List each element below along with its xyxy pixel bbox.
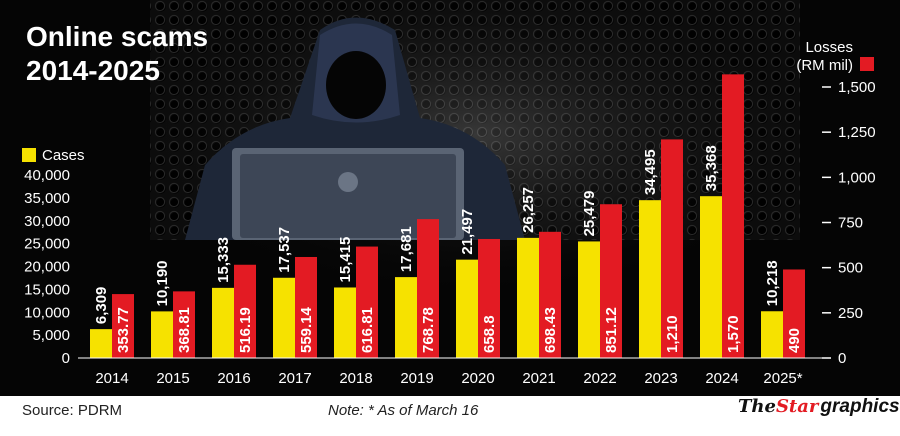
cases-bar: [761, 311, 783, 358]
x-axis-tick-label: 2014: [95, 370, 128, 387]
x-axis-tick-label: 2017: [278, 370, 311, 387]
losses-bar: [295, 256, 317, 358]
cases-value-label: 6,309: [93, 287, 110, 325]
brand-logo: The Star graphics: [738, 396, 900, 426]
left-axis-tick-label: 0: [62, 350, 70, 367]
brand-graphics: graphics: [820, 396, 900, 417]
cases-value-label: 26,257: [520, 187, 537, 233]
bars: 6,309 353.77 10,190 368.81 15,333 516.19 17,53…: [78, 74, 822, 359]
cases-legend-swatch: [22, 148, 36, 162]
losses-value-label: 516.19: [237, 307, 254, 353]
x-axis-tick-label: 2020: [461, 370, 494, 387]
cases-bar: [395, 277, 417, 358]
losses-bar: [112, 294, 134, 358]
losses-bar: [722, 74, 744, 358]
cases-bar: [151, 311, 173, 358]
cases-value-label: 17,681: [398, 226, 415, 272]
losses-value-label: 490: [786, 328, 803, 353]
right-axis-tick-label: 500: [838, 260, 863, 277]
right-axis-tick-label: 750: [838, 215, 863, 232]
left-axis-tick-label: 10,000: [24, 304, 70, 321]
losses-value-label: 616.81: [359, 307, 376, 353]
cases-bar: [334, 287, 356, 358]
cases-value-label: 25,479: [581, 191, 598, 237]
left-axis-tick-label: 15,000: [24, 281, 70, 298]
right-axis-tick-label: 1,000: [838, 169, 876, 186]
losses-value-label: 1,210: [664, 315, 681, 353]
cases-bar: [517, 237, 539, 358]
x-axis-labels: 2014 2015 2016 2017 2018 2019 2020 2021 2022 2023…: [95, 370, 802, 387]
cases-value-label: 10,190: [154, 260, 171, 306]
losses-value-label: 658.8: [481, 315, 498, 353]
cases-value-label: 35,368: [703, 145, 720, 191]
losses-bar: [417, 219, 439, 358]
x-axis-tick-label: 2021: [522, 370, 555, 387]
x-axis-tick-label: 2022: [583, 370, 616, 387]
cases-value-label: 34,495: [642, 149, 659, 195]
source-text: Source: PDRM: [22, 402, 123, 419]
right-axis-tick-label: 1,250: [838, 124, 876, 141]
losses-bar: [539, 231, 561, 358]
losses-legend-label-line1: Losses: [805, 39, 853, 56]
losses-value-label: 698.43: [542, 307, 559, 353]
losses-value-label: 768.78: [420, 307, 437, 353]
losses-bar: [356, 246, 378, 358]
x-axis-tick-label: 2025*: [763, 370, 802, 387]
x-axis-tick-label: 2015: [156, 370, 189, 387]
hacker-illustration: [185, 17, 525, 240]
losses-legend-swatch: [860, 57, 874, 71]
cases-bar: [90, 329, 112, 358]
chart-title-line1: Online scams: [26, 21, 208, 52]
losses-value-label: 1,570: [725, 315, 742, 353]
cases-bar: [273, 277, 295, 358]
left-axis: 0 5,000 10,000 15,000 20,000 25,000 30,000 35,0…: [24, 167, 70, 367]
cases-value-label: 15,333: [215, 237, 232, 283]
losses-value-label: 851.12: [603, 307, 620, 353]
right-axis-tick-label: 1,500: [838, 79, 876, 96]
left-axis-tick-label: 35,000: [24, 190, 70, 207]
x-axis-tick-label: 2023: [644, 370, 677, 387]
losses-bar: [783, 269, 805, 358]
losses-bar: [478, 238, 500, 358]
note-text: Note: * As of March 16: [328, 402, 479, 419]
losses-bar: [173, 291, 195, 358]
left-axis-tick-label: 25,000: [24, 236, 70, 253]
right-axis-tick-label: 0: [838, 350, 846, 367]
cases-value-label: 10,218: [764, 260, 781, 306]
x-axis-tick-label: 2016: [217, 370, 250, 387]
cases-bar: [578, 241, 600, 358]
losses-value-label: 353.77: [115, 307, 132, 353]
brand-the: The: [738, 396, 776, 417]
cases-legend-label: Cases: [42, 147, 85, 164]
chart-title-line2: 2014-2025: [26, 55, 160, 86]
bar-chart: Online scams 2014-2025 Cases Losses (RM …: [0, 0, 900, 396]
x-axis-tick-label: 2019: [400, 370, 433, 387]
cases-bar: [639, 200, 661, 358]
brand-star: Star: [775, 396, 819, 417]
losses-legend-label-line2: (RM mil): [796, 57, 853, 74]
cases-bar: [456, 259, 478, 358]
losses-bar: [600, 204, 622, 358]
losses-bar: [234, 264, 256, 358]
right-axis-tick-label: 250: [838, 305, 863, 322]
cases-value-label: 15,415: [337, 237, 354, 283]
losses-value-label: 368.81: [176, 307, 193, 353]
cases-value-label: 21,497: [459, 209, 476, 255]
x-axis-tick-label: 2018: [339, 370, 372, 387]
left-axis-tick-label: 30,000: [24, 213, 70, 230]
cases-value-label: 17,537: [276, 227, 293, 273]
left-axis-tick-label: 40,000: [24, 167, 70, 184]
x-axis-tick-label: 2024: [705, 370, 738, 387]
left-axis-tick-label: 20,000: [24, 259, 70, 276]
losses-bar: [661, 139, 683, 358]
right-axis: 0 250 500 750 1,000 1,250 1,500: [822, 79, 876, 367]
losses-value-label: 559.14: [298, 306, 315, 353]
cases-bar: [212, 287, 234, 358]
footer: Source: PDRM Note: * As of March 16 The …: [0, 396, 900, 436]
cases-bar: [700, 196, 722, 358]
left-axis-tick-label: 5,000: [32, 327, 70, 344]
